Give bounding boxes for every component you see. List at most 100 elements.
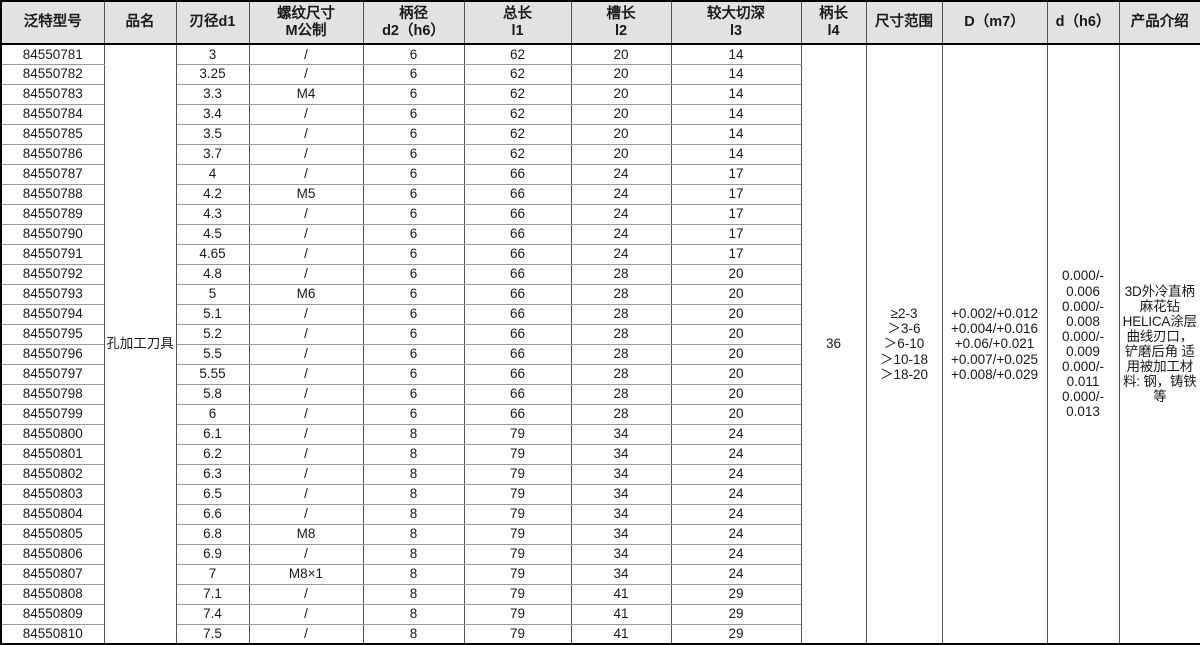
cell-thread-size: /	[248, 403, 364, 425]
column-header-product-name: 品名	[103, 1, 177, 45]
column-header-shank-length: 柄长 l4	[800, 1, 867, 45]
cell-total-length: 66	[463, 263, 572, 285]
table-row: 84550797 5.55/6 66 28 20	[0, 363, 1200, 385]
cell-thread-size: /	[248, 583, 364, 605]
cell-total-length: 66	[463, 383, 572, 405]
cell-flute-length: 24	[570, 223, 672, 245]
cell-max-depth-of-cut: 20	[670, 283, 802, 305]
cell-flute-length: 20	[570, 83, 672, 105]
cell-model: 84550797	[0, 363, 105, 385]
cell-shank-diameter: 6	[362, 123, 465, 145]
cell-flute-length: 20	[570, 103, 672, 125]
cell-total-length: 66	[463, 403, 572, 425]
header-line1: 螺纹尺寸	[277, 6, 335, 23]
cell-model: 84550798	[0, 383, 105, 405]
cell-cutting-diameter: 3.7	[175, 143, 250, 165]
cell-cutting-diameter: 4.8	[175, 263, 250, 285]
cell-max-depth-of-cut: 14	[670, 83, 802, 105]
cell-model: 84550787	[0, 163, 105, 185]
cell-flute-length: 34	[570, 503, 672, 525]
cell-shank-diameter: 6	[362, 143, 465, 165]
table-row: 84550789 4.3/6 66 24 17	[0, 203, 1200, 225]
cell-cutting-diameter: 6.5	[175, 483, 250, 505]
cell-flute-length: 28	[570, 263, 672, 285]
table-row: 84550787 4/6 66 24 17	[0, 163, 1200, 185]
table-row: 84550795 5.2/6 66 28 20	[0, 323, 1200, 345]
cell-total-length: 79	[463, 483, 572, 505]
cell-shank-diameter: 6	[362, 163, 465, 185]
cell-model: 84550791	[0, 243, 105, 265]
cell-model: 84550803	[0, 483, 105, 505]
cell-cutting-diameter: 7	[175, 563, 250, 585]
cell-total-length: 66	[463, 223, 572, 245]
cell-thread-size: /	[248, 603, 364, 625]
cell-shank-diameter: 6	[362, 363, 465, 385]
cell-flute-length: 34	[570, 523, 672, 545]
cell-flute-length: 28	[570, 383, 672, 405]
cell-shank-diameter: 6	[362, 103, 465, 125]
cell-product-intro-merged: 3D外冷直柄麻花钻HELICA涂层 曲线刃口，铲磨后角 适用被加工材料: 钢，铸…	[1118, 43, 1200, 645]
cell-max-depth-of-cut: 17	[670, 243, 802, 265]
cell-cutting-diameter: 5	[175, 283, 250, 305]
cell-max-depth-of-cut: 17	[670, 183, 802, 205]
table-row: 84550784 3.4/6 62 20 14	[0, 103, 1200, 125]
cell-thread-size: M4	[248, 83, 364, 105]
cell-cutting-diameter: 7.5	[175, 623, 250, 645]
table-row: 84550810 7.5/8 79 41 29	[0, 623, 1200, 645]
header-line1: 泛特型号	[23, 14, 82, 31]
cell-flute-length: 41	[570, 623, 672, 645]
table-row: 84550790 4.5/6 66 24 17	[0, 223, 1200, 245]
cell-total-length: 66	[463, 163, 572, 185]
cell-thread-size: M8	[248, 523, 364, 545]
cell-total-length: 79	[463, 423, 572, 445]
header-line1: 较大切深	[707, 6, 765, 23]
cell-cutting-diameter: 3.3	[175, 83, 250, 105]
cell-thread-size: /	[248, 543, 364, 565]
cell-cutting-diameter: 5.1	[175, 303, 250, 325]
cell-shank-diameter: 8	[362, 503, 465, 525]
cell-cutting-diameter: 3.4	[175, 103, 250, 125]
cell-shank-diameter: 6	[362, 203, 465, 225]
cell-max-depth-of-cut: 29	[670, 623, 802, 645]
cell-max-depth-of-cut: 17	[670, 223, 802, 245]
cell-shank-diameter: 8	[362, 543, 465, 565]
cell-thread-size: /	[248, 163, 364, 185]
cell-thread-size: /	[248, 483, 364, 505]
column-header-product-intro: 产品介绍	[1118, 1, 1200, 45]
cell-model: 84550792	[0, 263, 105, 285]
header-line1: 刃径d1	[189, 14, 236, 31]
cell-max-depth-of-cut: 17	[670, 163, 802, 185]
cell-flute-length: 28	[570, 283, 672, 305]
cell-shank-diameter: 6	[362, 383, 465, 405]
table-row: 84550791 4.65/6 66 24 17	[0, 243, 1200, 265]
header-line1: 尺寸范围	[875, 14, 933, 31]
table-row: 84550798 5.8/6 66 28 20	[0, 383, 1200, 405]
cell-flute-length: 28	[570, 323, 672, 345]
table-row: 84550804 6.6/8 79 34 24	[0, 503, 1200, 525]
cell-thread-size: /	[248, 203, 364, 225]
column-header-total-length: 总长 l1	[463, 1, 572, 45]
column-header-cutting-diameter: 刃径d1	[175, 1, 250, 45]
column-header-size-range: 尺寸范围	[865, 1, 943, 45]
cell-thread-size: /	[248, 363, 364, 385]
cell-model: 84550801	[0, 443, 105, 465]
cell-max-depth-of-cut: 24	[670, 423, 802, 445]
table-row: 84550806 6.9/8 79 34 24	[0, 543, 1200, 565]
header-line1: 柄长	[819, 6, 848, 23]
cell-max-depth-of-cut: 20	[670, 323, 802, 345]
cell-flute-length: 34	[570, 463, 672, 485]
cell-shank-diameter: 8	[362, 443, 465, 465]
cell-model: 84550786	[0, 143, 105, 165]
cell-thread-size: /	[248, 43, 364, 65]
cell-model: 84550784	[0, 103, 105, 125]
cell-cutting-diameter: 6.8	[175, 523, 250, 545]
cell-model: 84550809	[0, 603, 105, 625]
cell-cutting-diameter: 6.6	[175, 503, 250, 525]
cell-total-length: 62	[463, 63, 572, 85]
cell-thread-size: /	[248, 243, 364, 265]
cell-model: 84550781	[0, 43, 105, 65]
cell-cutting-diameter: 5.2	[175, 323, 250, 345]
cell-shank-diameter: 6	[362, 63, 465, 85]
cell-model: 84550796	[0, 343, 105, 365]
cell-cutting-diameter: 4.5	[175, 223, 250, 245]
